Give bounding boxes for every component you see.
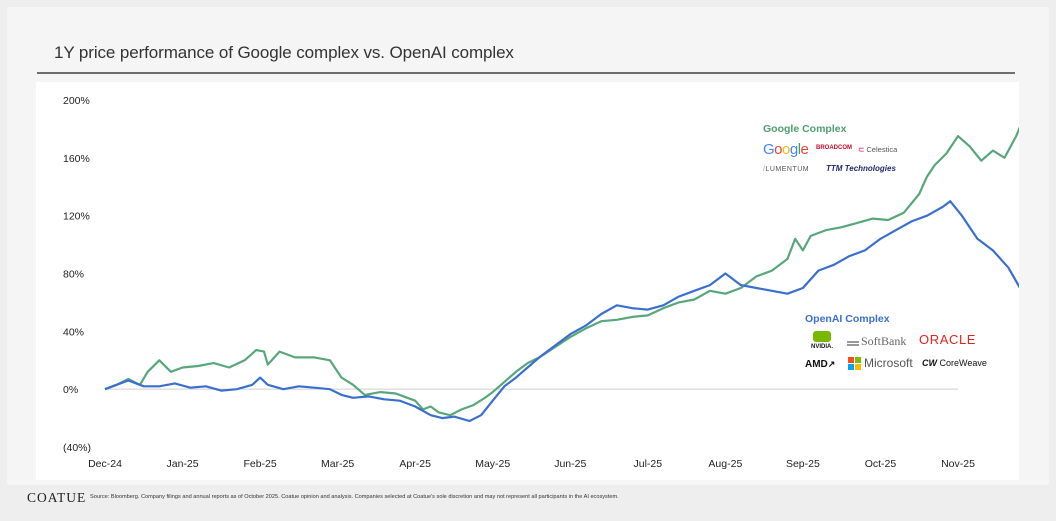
x-tick-label: Apr-25: [399, 458, 431, 470]
x-tick-label: May-25: [475, 458, 510, 470]
google-logo: Google: [763, 141, 809, 158]
y-tick-label: 160%: [63, 153, 90, 165]
oracle-logo: ORACLE: [919, 332, 977, 347]
x-tick-label: Oct-25: [865, 458, 897, 470]
chart-title: 1Y price performance of Google complex v…: [54, 43, 514, 62]
coreweave-mark-icon: CW: [922, 358, 937, 368]
microsoft-logo: Microsoft: [848, 356, 913, 371]
broadcom-logo: BROADCOM: [816, 145, 852, 151]
y-tick-label: 0%: [63, 384, 78, 396]
x-tick-label: Nov-25: [941, 458, 975, 470]
coreweave-logo: CW CoreWeave: [922, 358, 987, 368]
nvidia-eye-icon: [813, 331, 831, 342]
series-lines: [104, 126, 1019, 423]
google-complex-title: Google Complex: [763, 123, 847, 135]
y-tick-label: 120%: [63, 211, 90, 223]
source-note: Source: Bloomberg. Company filings and a…: [90, 494, 619, 500]
openai-complex-line: [104, 200, 1019, 423]
y-tick-label: 80%: [63, 269, 84, 281]
softbank-logo: SoftBank: [847, 334, 906, 349]
amd-logo: AMD↗: [805, 359, 836, 370]
chart-panel: 200% 160% 120% 80% 40% 0% (40%) Dec-24 Jan-25 Fe…: [36, 82, 1019, 480]
ttm-logo: TTM Technologies: [826, 164, 896, 173]
x-tick-label: Jun-25: [554, 458, 586, 470]
lumentum-logo: /LUMENTUM: [763, 166, 810, 173]
x-tick-label: Jul-25: [634, 458, 663, 470]
y-tick-label: 200%: [63, 95, 90, 107]
title-divider: [37, 72, 1015, 74]
y-tick-label: (40%): [63, 442, 91, 454]
y-axis-ticks: 200% 160% 120% 80% 40% 0% (40%): [63, 95, 91, 454]
x-axis-ticks: Dec-24 Jan-25 Feb-25 Mar-25 Apr-25 May-25 Jun-…: [88, 458, 975, 470]
x-tick-label: Dec-24: [88, 458, 122, 470]
microsoft-squares-icon: [848, 357, 861, 371]
x-tick-label: Mar-25: [321, 458, 354, 470]
x-tick-label: Jan-25: [166, 458, 198, 470]
softbank-bars-icon: [847, 341, 859, 344]
nvidia-logo: NVIDIA.: [805, 331, 839, 350]
celestica-logo: ⊂ Celestica: [858, 145, 898, 154]
price-performance-chart: 200% 160% 120% 80% 40% 0% (40%) Dec-24 Jan-25 Fe…: [63, 95, 1019, 470]
x-tick-label: Sep-25: [786, 458, 820, 470]
openai-complex-title: OpenAI Complex: [805, 313, 890, 325]
x-tick-label: Feb-25: [243, 458, 276, 470]
y-tick-label: 40%: [63, 326, 84, 338]
x-tick-label: Aug-25: [708, 458, 742, 470]
coatue-brand: COATUE: [27, 490, 87, 505]
